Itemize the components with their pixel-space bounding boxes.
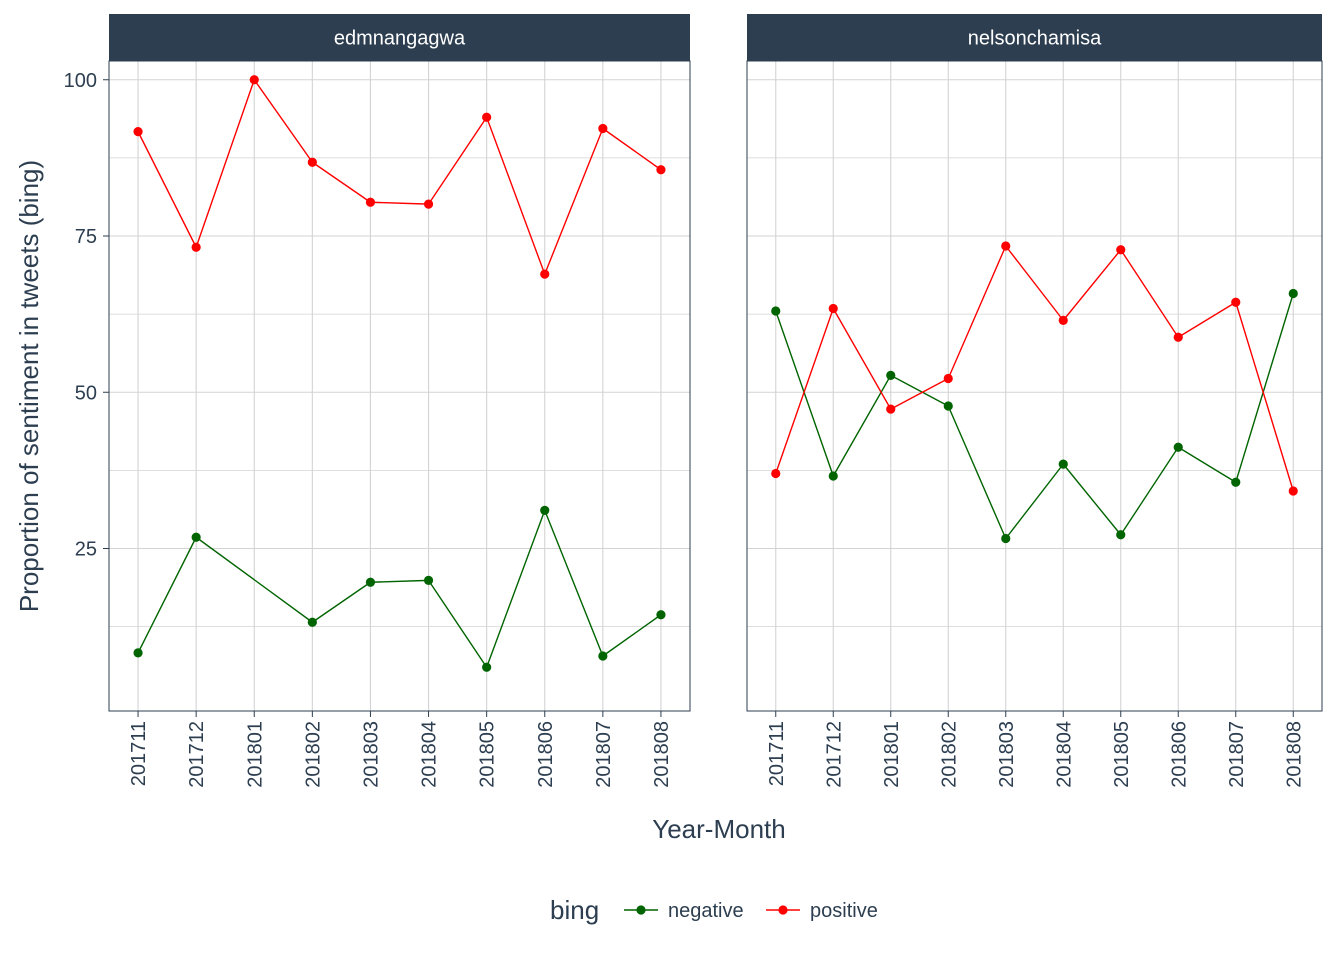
data-point-positive [423,199,434,209]
grid-lines [109,61,690,711]
panel-strip [109,14,690,61]
legend-entry-positive: positive [810,900,878,922]
data-point-negative [191,532,201,542]
data-point-positive [191,242,201,252]
data-point-positive [656,165,666,175]
x-tick-label: 201803 [996,721,1018,788]
x-tick-label: 201803 [360,721,382,788]
panel-strip-title: edmnangagwa [334,28,466,50]
x-tick-label: 201807 [593,721,615,788]
legend-title: bing [550,895,599,925]
grid-lines [747,61,1322,711]
data-point-negative [598,651,608,661]
legend-entry-negative: negative [668,900,744,922]
data-point-positive [886,404,896,414]
data-point-negative [133,648,143,658]
data-point-positive [1001,241,1011,251]
x-axis: 201711 201712 201801 201802 201803 201804 2018… [128,711,673,788]
data-point-negative [482,662,492,672]
y-tick-label: 50 [75,382,97,404]
x-tick-label: 201804 [419,721,441,788]
data-point-positive [307,157,317,167]
series-positive [771,241,1298,496]
data-point-positive [1116,245,1126,255]
x-tick-label: 201802 [302,721,324,788]
series-line-positive [137,79,662,275]
x-tick-label: 201806 [535,721,557,788]
data-point-negative [1116,530,1126,540]
data-point-negative [771,306,781,316]
data-point-positive [1173,332,1183,342]
data-point-positive [828,303,838,314]
series-line-positive [775,245,1294,492]
x-tick-label: 201808 [651,721,673,788]
legend-key-point-positive [778,905,788,915]
data-point-positive [133,127,143,137]
data-point-negative [656,610,666,620]
x-tick-label: 201805 [1111,721,1133,788]
y-tick-label: 25 [75,539,97,561]
data-point-negative [1001,533,1011,544]
x-tick-label: 201808 [1283,721,1305,788]
data-point-negative [943,401,953,411]
y-axis: 25 50 75 100 [64,70,109,561]
data-point-positive [1231,297,1241,307]
x-tick-label: 201712 [823,721,845,788]
x-tick-label: 201807 [1226,721,1248,788]
series-line-negative [137,509,662,668]
x-tick-label: 201802 [938,721,960,788]
data-point-positive [249,75,259,85]
data-point-positive [1288,486,1298,496]
panel-edmnangagwa: edmnangagwa 201711 201712 201801 201802 20180… [108,14,691,788]
data-point-negative [307,617,317,627]
data-point-negative [828,471,838,481]
x-tick-label: 201804 [1053,721,1075,788]
data-point-negative [423,575,434,585]
series-positive [133,75,666,279]
panel-border [746,60,1323,712]
data-point-negative [1288,288,1298,299]
data-point-negative [540,505,550,515]
x-axis: 201711 201712 201801 201802 201803 201804 2018… [766,711,1305,788]
legend-key-point-negative [636,905,646,915]
legend: bing negative positive [550,895,878,925]
data-point-positive [365,197,376,207]
data-point-negative [886,370,896,380]
y-tick-label: 75 [75,226,97,248]
data-point-positive [1058,315,1068,325]
data-point-negative [365,577,376,587]
x-tick-label: 201805 [477,721,499,788]
panel-strip-title: nelsonchamisa [968,28,1102,50]
series-negative [771,288,1298,544]
data-point-positive [540,269,550,279]
panel-strip [747,14,1322,61]
x-tick-label: 201806 [1168,721,1190,788]
series-negative [133,505,666,672]
y-tick-label: 100 [64,70,97,92]
data-point-negative [1231,477,1241,487]
panel-border [108,60,691,712]
data-point-negative [1173,442,1183,452]
data-point-positive [598,123,608,134]
x-tick-label: 201712 [186,721,208,788]
panels-layer: edmnangagwa 201711 201712 201801 201802 20180… [108,14,1323,788]
y-axis-title: Proportion of sentiment in tweets (bing) [14,160,44,612]
x-axis-title: Year-Month [652,814,785,844]
data-point-positive [482,112,492,122]
series-line-negative [775,293,1294,540]
x-tick-label: 201711 [766,721,788,786]
x-tick-label: 201711 [128,721,150,786]
data-point-positive [943,373,953,384]
data-point-positive [771,468,781,479]
x-tick-label: 201801 [244,721,266,788]
x-tick-label: 201801 [881,721,903,788]
data-point-negative [1058,459,1068,469]
